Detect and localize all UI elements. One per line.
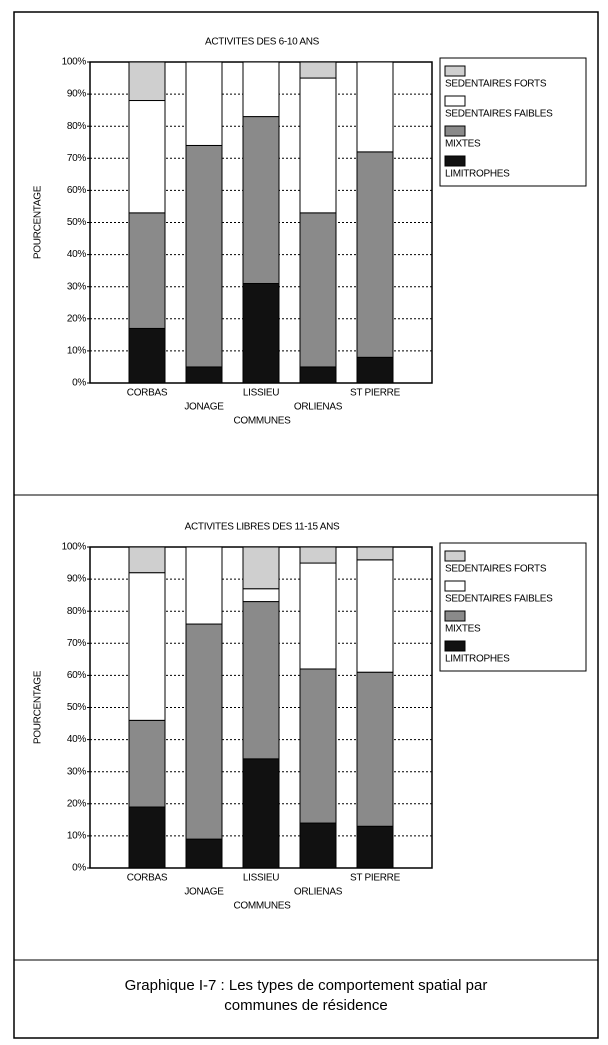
y-tick-label: 70% — [67, 638, 87, 649]
bar-segment — [185, 623, 223, 840]
bar-segment — [356, 546, 394, 561]
legend-swatch — [444, 640, 466, 652]
y-tick-label: 0% — [72, 863, 86, 874]
legend-label: MIXTES — [445, 139, 481, 150]
legend-box — [439, 542, 587, 672]
legend-label: SEDENTAIRES FORTS — [445, 564, 547, 575]
bar-segment — [242, 546, 280, 590]
x-tick-label: ST PIERRE — [350, 388, 401, 399]
x-tick-label: CORBAS — [127, 388, 168, 399]
y-axis-label: POURCENTAGE — [33, 185, 44, 259]
x-tick-label: JONAGE — [184, 402, 224, 413]
legend-label: SEDENTAIRES FAIBLES — [445, 109, 553, 120]
caption: communes de résidence — [224, 997, 387, 1014]
bar-segment — [356, 356, 394, 384]
y-tick-label: 80% — [67, 121, 87, 132]
chart-title: ACTIVITES LIBRES DES 11-15 ANS — [185, 522, 340, 533]
bar-segment — [299, 822, 337, 869]
x-tick-label: ST PIERRE — [350, 873, 401, 884]
bar-segment — [185, 144, 223, 368]
bar-segment — [299, 668, 337, 824]
bar-segment — [128, 546, 166, 574]
x-axis-label: COMMUNES — [233, 416, 291, 427]
y-tick-label: 30% — [67, 281, 87, 292]
y-tick-label: 60% — [67, 185, 87, 196]
y-tick-label: 50% — [67, 702, 87, 713]
legend-label: MIXTES — [445, 624, 481, 635]
legend-swatch — [444, 155, 466, 167]
bar-segment — [128, 806, 166, 869]
bar-segment — [128, 212, 166, 329]
bar-segment — [242, 282, 280, 384]
x-tick-label: ORLIENAS — [294, 402, 343, 413]
y-tick-label: 90% — [67, 574, 87, 585]
bar-segment — [299, 546, 337, 564]
y-tick-label: 20% — [67, 798, 87, 809]
y-tick-label: 50% — [67, 217, 87, 228]
y-tick-label: 30% — [67, 766, 87, 777]
bar-segment — [299, 61, 337, 79]
bar-segment — [128, 572, 166, 721]
y-tick-label: 100% — [62, 57, 87, 68]
x-tick-label: LISSIEU — [243, 388, 279, 399]
legend-box — [439, 57, 587, 187]
x-tick-label: CORBAS — [127, 873, 168, 884]
y-tick-label: 100% — [62, 542, 87, 553]
legend-swatch — [444, 95, 466, 107]
y-tick-label: 40% — [67, 249, 87, 260]
bar-segment — [356, 61, 394, 153]
y-tick-label: 90% — [67, 89, 87, 100]
legend-label: LIMITROPHES — [445, 169, 510, 180]
frame — [13, 11, 599, 1039]
bar-segment — [242, 758, 280, 869]
legend-swatch — [444, 610, 466, 622]
y-tick-label: 10% — [67, 831, 87, 842]
bar-segment — [356, 671, 394, 827]
x-tick-label: JONAGE — [184, 887, 224, 898]
x-tick-label: LISSIEU — [243, 873, 279, 884]
legend-swatch — [444, 580, 466, 592]
y-tick-label: 40% — [67, 734, 87, 745]
x-axis-label: COMMUNES — [233, 901, 291, 912]
bar-segment — [299, 212, 337, 368]
y-tick-label: 20% — [67, 313, 87, 324]
bar-segment — [299, 562, 337, 670]
bar-segment — [242, 116, 280, 284]
bar-segment — [242, 588, 280, 603]
bar-segment — [299, 77, 337, 214]
legend-label: SEDENTAIRES FORTS — [445, 79, 547, 90]
y-tick-label: 80% — [67, 606, 87, 617]
y-tick-label: 60% — [67, 670, 87, 681]
bar-segment — [185, 366, 223, 384]
bar-segment — [242, 601, 280, 760]
y-tick-label: 10% — [67, 346, 87, 357]
x-tick-label: ORLIENAS — [294, 887, 343, 898]
legend-swatch — [444, 65, 466, 77]
bar-segment — [356, 151, 394, 358]
bar-segment — [185, 61, 223, 146]
legend-label: LIMITROPHES — [445, 654, 510, 665]
bar-segment — [185, 546, 223, 625]
bar-segment — [356, 559, 394, 673]
bar-segment — [185, 838, 223, 869]
bar-segment — [128, 100, 166, 214]
bar-segment — [242, 61, 280, 118]
y-axis-label: POURCENTAGE — [33, 670, 44, 744]
bar-segment — [128, 61, 166, 102]
legend-swatch — [444, 125, 466, 137]
bar-segment — [128, 327, 166, 384]
bar-segment — [128, 719, 166, 808]
bar-segment — [299, 366, 337, 384]
y-tick-label: 0% — [72, 378, 86, 389]
legend-label: SEDENTAIRES FAIBLES — [445, 594, 553, 605]
chart-title: ACTIVITES DES 6-10 ANS — [205, 37, 320, 48]
bar-segment — [356, 825, 394, 869]
y-tick-label: 70% — [67, 153, 87, 164]
caption: Graphique I-7 : Les types de comportemen… — [125, 977, 488, 994]
legend-swatch — [444, 550, 466, 562]
